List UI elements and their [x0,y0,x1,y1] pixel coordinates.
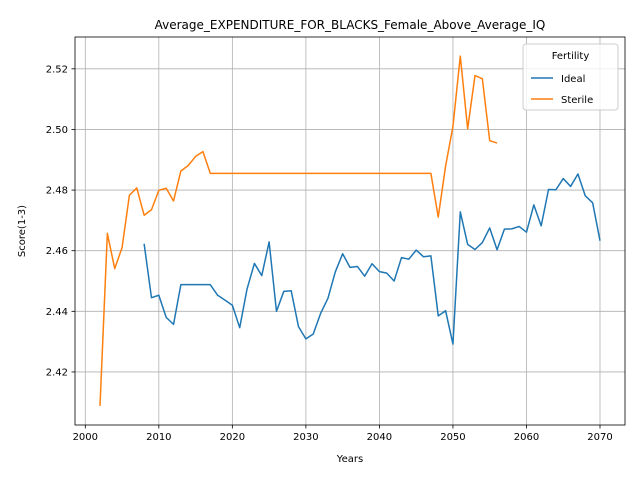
x-tick-label: 2040 [367,432,392,443]
series-line-sterile [99,55,498,406]
series-lines [99,55,601,406]
legend-entries: Ideal Sterile [531,74,593,106]
x-tick-label: 2020 [220,432,245,443]
legend-label-ideal: Ideal [561,74,585,85]
chart-title: Average_EXPENDITURE_FOR_BLACKS_Female_Ab… [155,18,546,32]
y-tick-label: 2.50 [46,125,68,136]
y-tick-label: 2.42 [46,367,68,378]
plot-area-frame [74,36,626,426]
x-tick-label: 2010 [146,432,171,443]
y-tick-label: 2.52 [46,64,68,75]
legend-title: Fertility [552,51,590,62]
y-tick-label: 2.48 [46,186,68,197]
legend-box [522,43,619,111]
x-tick-label: 2030 [293,432,318,443]
y-tick-label: 2.44 [46,307,68,318]
x-tick-label: 2060 [514,432,539,443]
y-tick-label: 2.46 [46,246,68,257]
x-axis-label: Years [336,454,363,465]
x-tick-label: 2050 [440,432,465,443]
x-axis-ticks: 2000 2010 2020 2030 2040 2050 2060 2070 [73,425,613,443]
series-line-ideal [143,173,601,345]
y-axis-label: Score(1-3) [17,205,28,257]
legend-label-sterile: Sterile [561,95,593,106]
y-axis-ticks: 2.42 2.44 2.46 2.48 2.50 2.52 [46,64,75,378]
x-tick-label: 2000 [73,432,98,443]
x-tick-label: 2070 [587,432,612,443]
legend: Fertility Ideal Sterile [522,43,619,111]
